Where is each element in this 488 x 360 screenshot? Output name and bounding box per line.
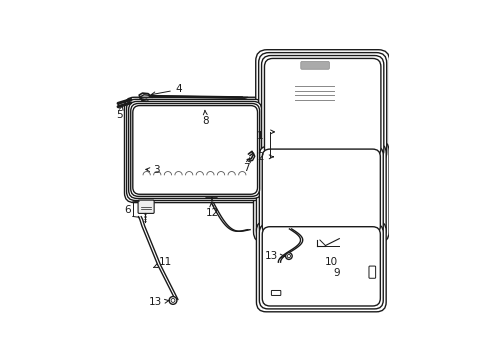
- Text: 13: 13: [264, 251, 277, 261]
- Circle shape: [169, 297, 177, 304]
- Text: 10: 10: [324, 257, 337, 267]
- Circle shape: [285, 253, 292, 260]
- FancyBboxPatch shape: [262, 227, 380, 306]
- Circle shape: [286, 255, 290, 258]
- Text: 3: 3: [145, 165, 160, 175]
- FancyBboxPatch shape: [130, 103, 259, 196]
- FancyBboxPatch shape: [138, 200, 154, 213]
- FancyBboxPatch shape: [264, 58, 380, 157]
- Text: 6: 6: [124, 204, 131, 215]
- FancyBboxPatch shape: [255, 50, 389, 166]
- Text: 12: 12: [205, 202, 219, 218]
- Text: 5: 5: [116, 106, 123, 120]
- FancyBboxPatch shape: [259, 224, 383, 309]
- FancyBboxPatch shape: [128, 102, 261, 198]
- FancyBboxPatch shape: [259, 146, 383, 237]
- FancyBboxPatch shape: [258, 53, 386, 163]
- FancyBboxPatch shape: [124, 97, 265, 203]
- Text: 8: 8: [202, 110, 208, 126]
- Circle shape: [171, 298, 175, 302]
- FancyBboxPatch shape: [271, 291, 280, 296]
- Text: 13: 13: [149, 297, 162, 307]
- FancyBboxPatch shape: [256, 221, 386, 312]
- Text: 2: 2: [257, 152, 264, 162]
- Text: 9: 9: [332, 268, 339, 278]
- FancyBboxPatch shape: [300, 62, 328, 69]
- FancyBboxPatch shape: [133, 105, 257, 194]
- FancyBboxPatch shape: [368, 266, 375, 278]
- Text: 4: 4: [151, 85, 182, 96]
- FancyBboxPatch shape: [262, 149, 380, 234]
- FancyBboxPatch shape: [126, 99, 263, 201]
- FancyBboxPatch shape: [256, 143, 386, 240]
- Text: 1: 1: [257, 131, 264, 141]
- FancyBboxPatch shape: [261, 55, 383, 160]
- FancyBboxPatch shape: [253, 140, 388, 243]
- Text: 7: 7: [243, 158, 250, 173]
- Text: 11: 11: [153, 257, 172, 267]
